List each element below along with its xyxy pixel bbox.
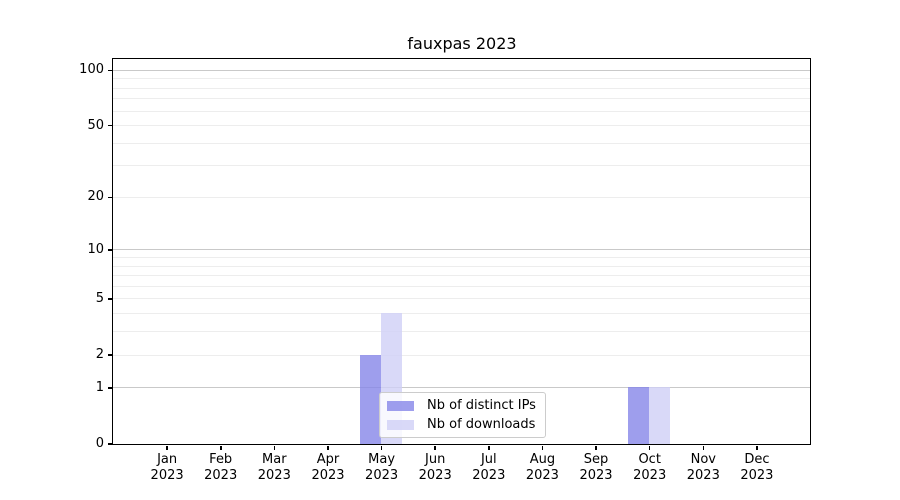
x-tick-jun [434,445,436,450]
x-tick-jan [166,445,168,450]
y-tick-2 [108,354,112,356]
x-tick-sep [595,445,597,450]
gridline-minor-50 [113,125,810,127]
gridline-minor-80 [113,87,810,89]
y-tick-label-20: 20 [87,189,104,205]
gridline-major-10 [113,249,810,251]
legend-item-downloads: Nb of downloads [387,416,536,433]
x-tick-label-sep: Sep 2023 [556,452,636,484]
x-tick-year-oct: 2023 [633,468,667,483]
gridline-minor-3 [113,331,810,333]
y-tick-5 [108,298,112,300]
gridline-major-1 [113,387,810,389]
x-tick-mar [273,445,276,450]
gridline-minor-8 [113,265,810,267]
y-tick-20 [108,196,112,199]
x-tick-label-feb: Feb 2023 [181,452,261,484]
gridline-minor-30 [113,165,810,167]
x-tick-year-jul: 2023 [472,468,506,483]
gridline-minor-70 [113,98,810,100]
y-tick-100 [108,69,112,71]
gridline-minor-5 [113,298,810,300]
gridline-minor-6 [113,285,810,287]
x-tick-label-dec: Dec 2023 [717,452,797,484]
plot-area [112,57,811,445]
x-tick-year-may: 2023 [365,468,399,483]
x-tick-feb [220,445,222,450]
x-tick-label-nov: Nov 2023 [663,452,743,484]
bar-distinct-ips-may-2023 [360,354,382,444]
x-tick-label-oct: Oct 2023 [610,452,690,484]
x-tick-year-sep: 2023 [579,468,613,483]
gridline-minor-9 [113,257,810,258]
x-tick-label-apr: Apr 2023 [288,452,368,484]
gridline-major-100 [113,69,810,71]
x-tick-year-jun: 2023 [418,468,452,483]
gridline-minor-60 [113,110,810,112]
x-tick-label-jun: Jun 2023 [395,452,475,484]
gridline-minor-4 [113,313,810,315]
gridline-minor-40 [113,142,810,144]
y-tick-label-2: 2 [95,347,104,362]
x-tick-year-nov: 2023 [686,468,720,483]
x-tick-label-aug: Aug 2023 [502,452,582,484]
x-tick-aug [541,445,544,450]
y-tick-label-1: 1 [95,379,104,395]
x-tick-dec [756,445,758,450]
x-tick-year-apr: 2023 [311,468,345,483]
legend: Nb of distinct IPs Nb of downloads [379,392,546,438]
gridline-minor-2 [113,354,810,356]
y-tick-label-5: 5 [95,290,104,306]
legend-label-downloads: Nb of downloads [427,416,536,432]
legend-label-distinct-ips: Nb of distinct IPs [427,397,536,413]
x-tick-label-jan: Jan 2023 [127,452,207,484]
x-tick-label-jul: Jul 2023 [449,452,529,484]
x-tick-label-mar: Mar 2023 [234,452,314,484]
x-tick-year-feb: 2023 [204,468,238,483]
bar-distinct-ips-oct-2023 [628,387,650,444]
bar-downloads-oct-2023 [649,387,671,444]
x-tick-may [380,445,383,450]
y-tick-0 [108,443,112,445]
x-tick-oct [648,445,651,450]
y-tick-label-50: 50 [87,117,104,133]
x-tick-year-jan: 2023 [150,468,184,483]
chart-title: fauxpas 2023 [407,34,517,53]
x-tick-year-dec: 2023 [740,468,774,483]
legend-swatch-downloads [387,419,414,430]
x-tick-label-may: May 2023 [342,452,422,484]
x-tick-nov [702,445,704,450]
gridline-minor-7 [113,275,810,277]
gridline-minor-90 [113,78,810,80]
x-tick-jul [488,445,490,450]
y-tick-label-100: 100 [79,62,104,78]
y-tick-50 [108,124,112,127]
y-tick-label-0: 0 [95,436,104,451]
x-tick-apr [327,445,329,450]
x-tick-year-mar: 2023 [257,468,291,483]
y-tick-1 [108,387,112,389]
y-tick-10 [108,249,112,251]
x-tick-year-aug: 2023 [525,468,559,483]
y-tick-label-10: 10 [87,241,104,257]
gridline-minor-20 [113,196,810,198]
legend-swatch-distinct-ips [387,400,414,411]
legend-item-distinct-ips: Nb of distinct IPs [387,397,536,414]
